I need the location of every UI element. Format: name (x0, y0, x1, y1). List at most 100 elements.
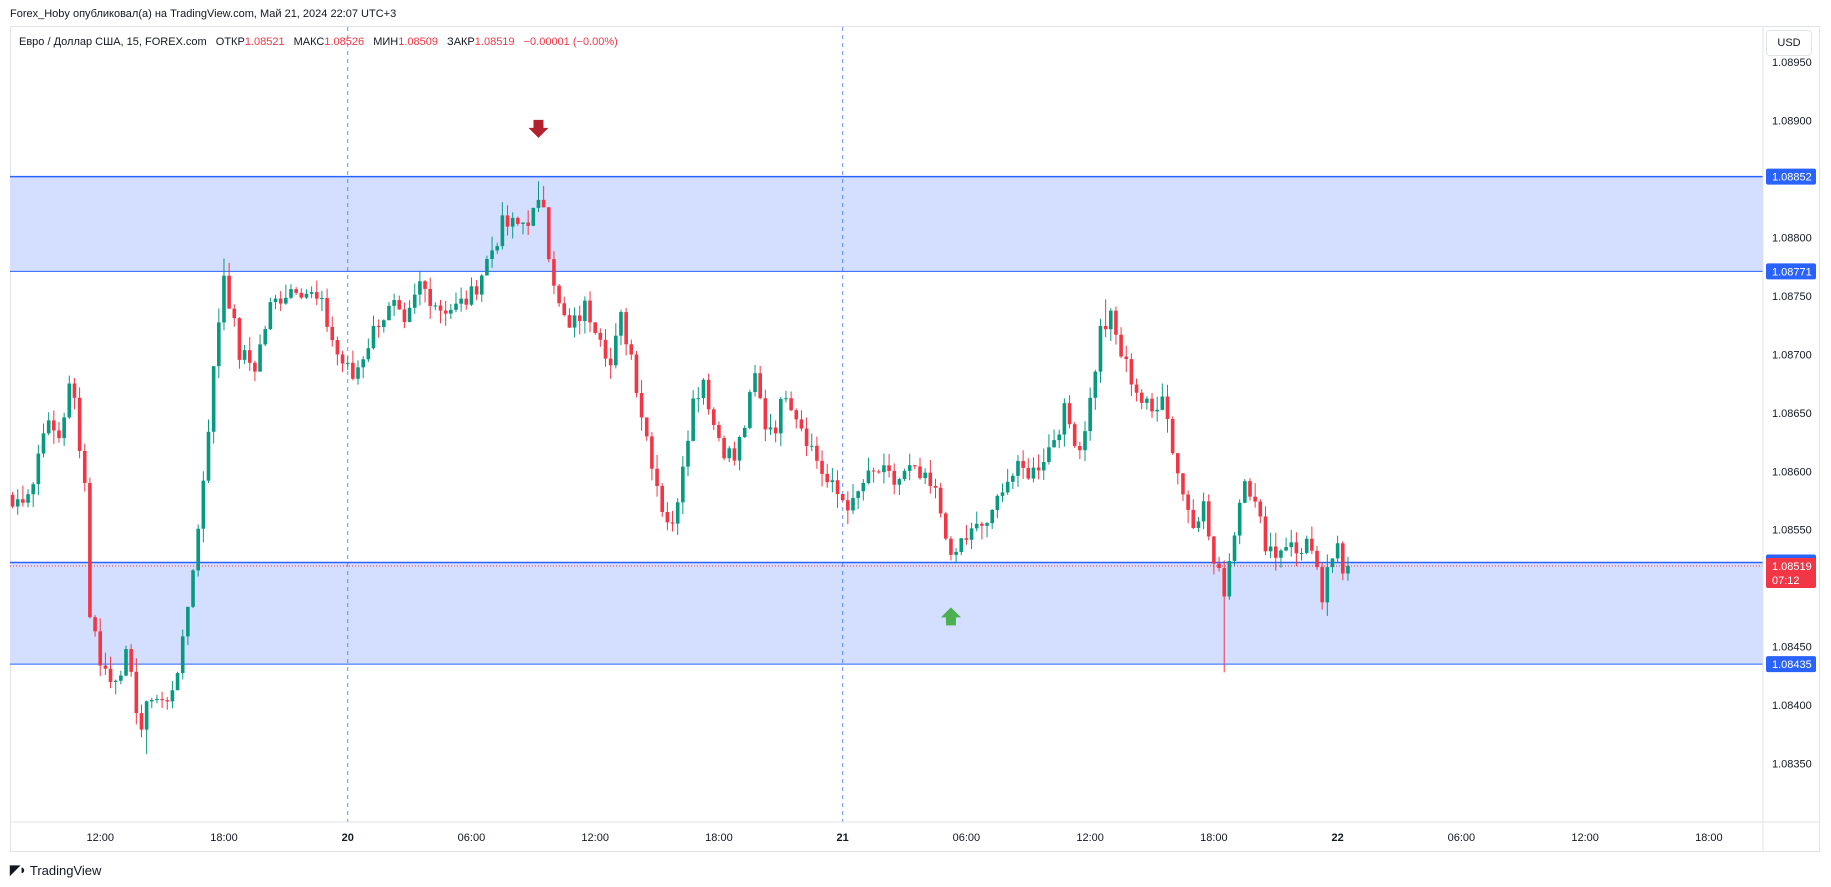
candle-body[interactable] (294, 289, 298, 293)
candle-body[interactable] (129, 649, 133, 672)
candle-body[interactable] (742, 427, 747, 438)
candle-body[interactable] (1170, 418, 1175, 454)
candle-body[interactable] (897, 479, 902, 485)
candle-body[interactable] (1041, 461, 1046, 471)
candle-body[interactable] (495, 246, 500, 251)
candle-body[interactable] (247, 350, 252, 363)
candle-body[interactable] (1181, 473, 1185, 495)
candle-body[interactable] (866, 470, 871, 483)
candle-body[interactable] (732, 448, 737, 461)
candle-body[interactable] (1279, 550, 1283, 558)
candle-body[interactable] (773, 427, 778, 434)
candle-body[interactable] (876, 471, 881, 473)
candle-body[interactable] (510, 217, 515, 227)
candle-body[interactable] (15, 499, 20, 507)
candle-body[interactable] (31, 484, 36, 495)
candle-body[interactable] (397, 300, 402, 310)
candle-body[interactable] (1026, 467, 1031, 479)
candle-body[interactable] (26, 494, 30, 503)
candle-body[interactable] (892, 470, 897, 485)
candle-body[interactable] (516, 217, 520, 224)
candle-body[interactable] (1103, 325, 1108, 330)
candle-body[interactable] (407, 307, 412, 322)
candle-body[interactable] (758, 373, 762, 399)
candle-body[interactable] (706, 379, 711, 410)
candle-body[interactable] (1263, 516, 1268, 552)
candle-body[interactable] (938, 487, 943, 514)
candle-body[interactable] (41, 433, 46, 454)
candle-body[interactable] (1011, 475, 1015, 482)
candle-body[interactable] (959, 538, 964, 552)
candle-body[interactable] (124, 649, 128, 676)
candle-body[interactable] (356, 367, 360, 379)
candle-body[interactable] (588, 300, 592, 323)
candle-body[interactable] (562, 303, 567, 316)
candle-body[interactable] (974, 523, 979, 529)
candle-body[interactable] (634, 354, 639, 394)
candle-body[interactable] (196, 528, 200, 571)
candle-body[interactable] (1289, 542, 1294, 548)
candle-body[interactable] (1088, 397, 1092, 432)
candle-body[interactable] (186, 606, 190, 637)
arrow-up-marker[interactable] (940, 607, 961, 626)
candle-body[interactable] (77, 397, 82, 451)
candle-body[interactable] (851, 497, 855, 511)
candle-body[interactable] (459, 298, 463, 304)
candle-body[interactable] (67, 383, 72, 418)
candle-body[interactable] (201, 480, 206, 529)
candle-body[interactable] (412, 294, 417, 308)
candle-body[interactable] (428, 288, 433, 306)
candle-body[interactable] (1191, 509, 1196, 528)
candle-body[interactable] (242, 350, 247, 360)
candle-body[interactable] (381, 320, 386, 328)
candle-body[interactable] (861, 482, 866, 492)
candle-body[interactable] (949, 538, 953, 555)
candle-body[interactable] (768, 427, 773, 430)
candle-body[interactable] (454, 303, 458, 310)
candle-body[interactable] (170, 690, 175, 702)
candle-body[interactable] (1036, 467, 1041, 471)
candle-body[interactable] (134, 671, 139, 714)
candle-body[interactable] (222, 275, 226, 323)
candle-body[interactable] (608, 358, 613, 366)
candle-body[interactable] (289, 289, 293, 298)
candle-body[interactable] (371, 325, 376, 349)
zone-rect-0[interactable] (10, 176, 1763, 272)
candle-body[interactable] (1304, 538, 1309, 553)
candle-body[interactable] (232, 308, 237, 319)
candle-body[interactable] (1346, 565, 1350, 574)
candle-body[interactable] (387, 305, 391, 321)
candle-body[interactable] (675, 502, 680, 524)
candle-body[interactable] (299, 292, 304, 298)
candle-body[interactable] (567, 315, 572, 328)
candle-body[interactable] (521, 222, 525, 224)
candle-body[interactable] (804, 428, 809, 447)
candle-body[interactable] (500, 215, 505, 247)
candle-body[interactable] (273, 298, 278, 303)
candle-body[interactable] (211, 366, 216, 432)
candle-body[interactable] (660, 485, 665, 513)
candle-body[interactable] (980, 523, 984, 526)
candle-body[interactable] (284, 297, 288, 304)
candle-body[interactable] (815, 445, 819, 461)
candle-body[interactable] (1253, 496, 1257, 502)
candle-body[interactable] (840, 494, 845, 501)
candle-body[interactable] (325, 298, 329, 327)
currency-button[interactable]: USD (1766, 30, 1812, 56)
candle-body[interactable] (1227, 560, 1232, 597)
candle-body[interactable] (72, 383, 77, 398)
candle-body[interactable] (1021, 460, 1025, 468)
candle-body[interactable] (330, 326, 335, 341)
candle-body[interactable] (113, 680, 118, 682)
candle-body[interactable] (711, 409, 716, 425)
candle-body[interactable] (1052, 440, 1056, 448)
candle-body[interactable] (526, 222, 530, 226)
candle-body[interactable] (794, 410, 799, 420)
candle-body[interactable] (1005, 481, 1010, 493)
candle-body[interactable] (1294, 542, 1299, 554)
candle-body[interactable] (830, 480, 835, 483)
candle-body[interactable] (1093, 371, 1098, 398)
candle-body[interactable] (603, 339, 608, 359)
candle-body[interactable] (1129, 359, 1134, 385)
candle-body[interactable] (351, 362, 355, 379)
